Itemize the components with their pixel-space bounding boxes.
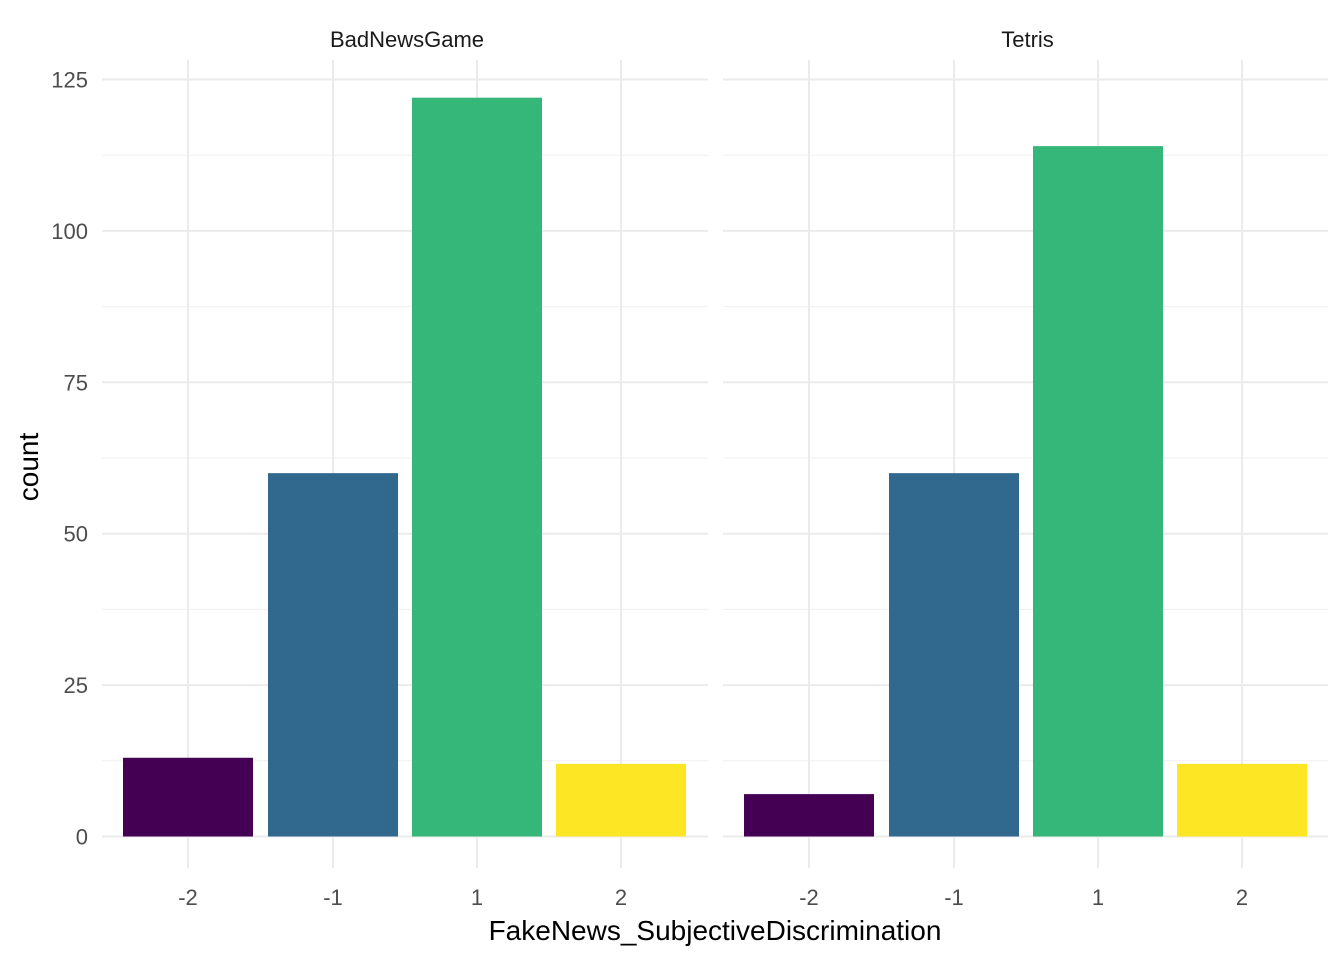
bar-layer	[123, 97, 1307, 837]
y-tick-label: 25	[64, 673, 88, 698]
y-tick-label: 125	[51, 68, 88, 93]
x-tick-label: 1	[471, 885, 483, 910]
bar-Tetris--2	[744, 794, 874, 837]
x-tick-label: -2	[178, 885, 198, 910]
bar-BadNewsGame--2	[123, 757, 253, 837]
x-tick-label: -1	[323, 885, 343, 910]
x-tick-label: 2	[615, 885, 627, 910]
bar-Tetris-2	[1177, 763, 1307, 837]
y-tick-label: 100	[51, 219, 88, 244]
y-tick-label: 50	[64, 522, 88, 547]
facet-title: BadNewsGame	[330, 27, 484, 52]
y-axis-title: count	[13, 433, 44, 502]
y-tick-label: 0	[76, 825, 88, 850]
bar-Tetris--1	[889, 473, 1019, 837]
bar-Tetris-1	[1033, 146, 1163, 837]
x-tick-label: -1	[944, 885, 964, 910]
x-tick-label: 1	[1092, 885, 1104, 910]
bar-BadNewsGame-2	[556, 763, 686, 837]
facet-title: Tetris	[1001, 27, 1054, 52]
x-tick-label: 2	[1236, 885, 1248, 910]
y-tick-label: 75	[64, 370, 88, 395]
x-tick-label: -2	[799, 885, 819, 910]
x-axis-title: FakeNews_SubjectiveDiscrimination	[489, 915, 942, 946]
bar-BadNewsGame-1	[412, 97, 542, 837]
text-layer: BadNewsGame -2 -1 1 2 Tetris -2 -1 1 2 0 25 50 75 100 1…	[51, 27, 1248, 910]
bar-BadNewsGame--1	[268, 473, 398, 837]
